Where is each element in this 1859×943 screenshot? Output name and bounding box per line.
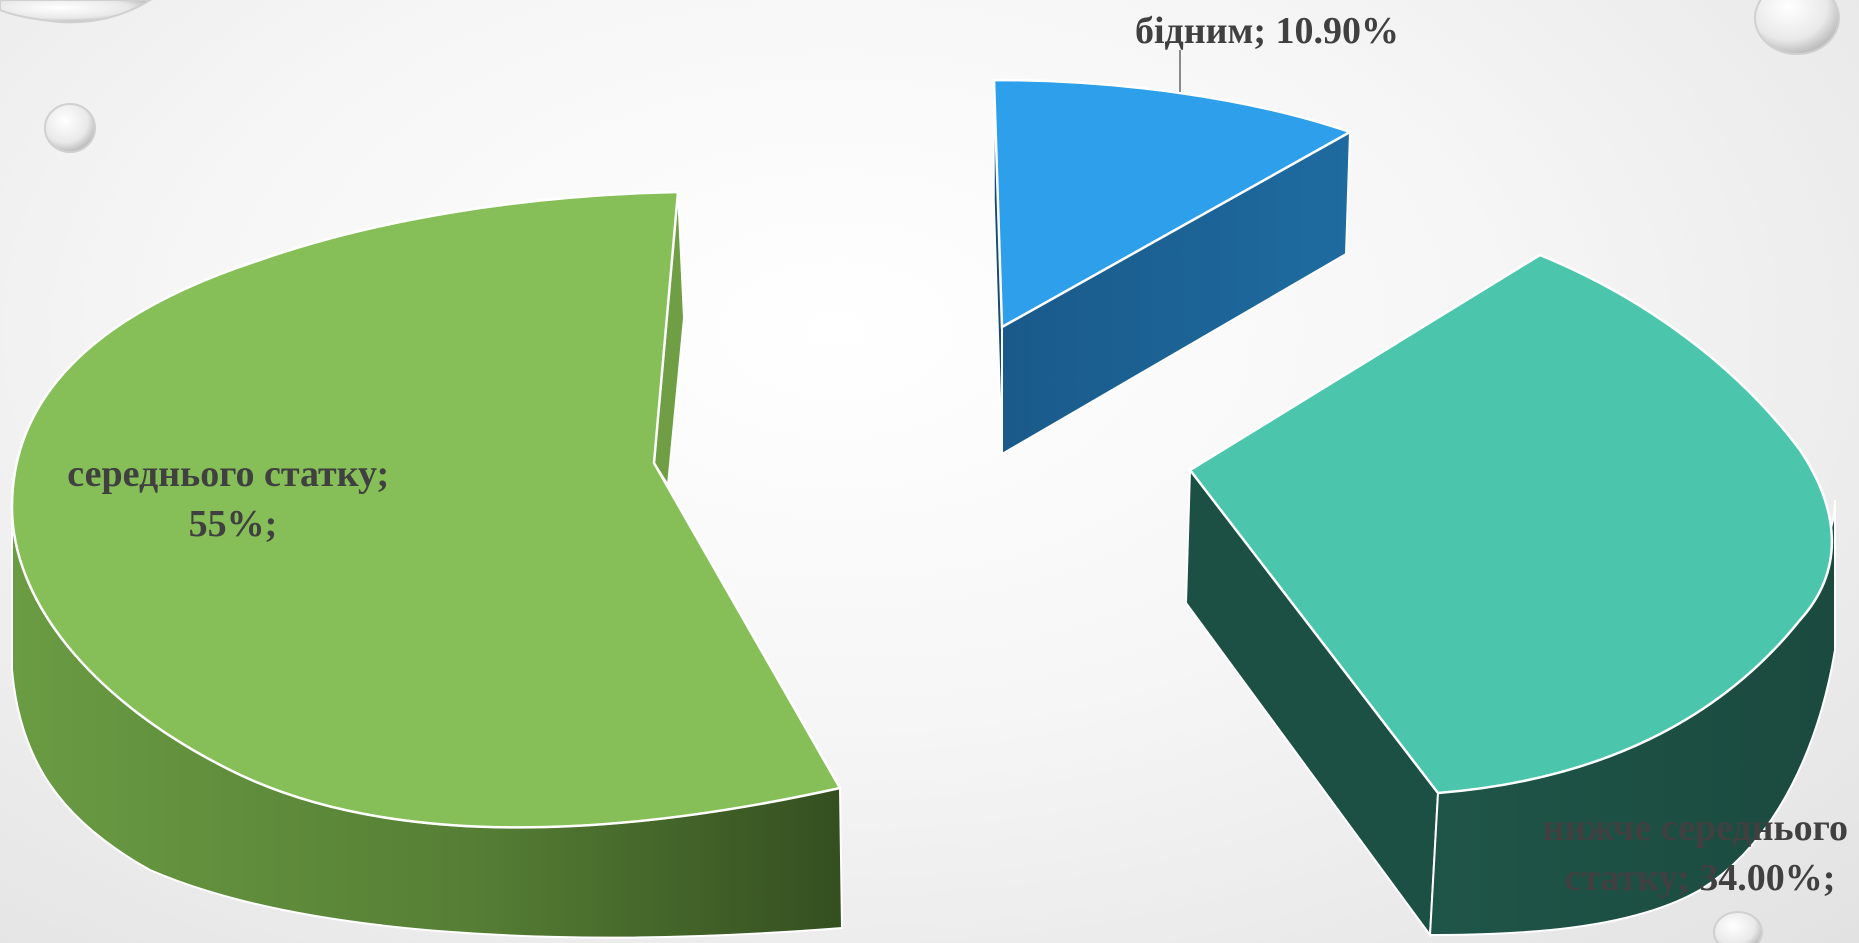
slice-1 — [992, 50, 1354, 456]
slice-1-label-line: бідним; 10.90% — [1135, 10, 1399, 52]
bubble-decoration — [0, 0, 152, 24]
slice-3-label: середнього статку; 55%; — [67, 453, 398, 545]
slice-1-label: бідним; 10.90% — [1135, 10, 1399, 52]
bubble-decoration — [44, 103, 96, 153]
slice-2-label-line: нижче середнього — [1543, 807, 1848, 849]
slice-3-top — [10, 190, 842, 829]
slice-2-label-line: статку; 34.00%; — [1565, 857, 1836, 899]
slice-1-top — [992, 78, 1354, 330]
bubble-decoration — [1713, 911, 1763, 943]
slice-3-label-line: середнього статку; — [67, 453, 389, 495]
slice-3 — [10, 190, 844, 939]
slice-2-label: нижче середнього статку; 34.00%; — [1543, 807, 1858, 899]
bubble-decoration — [1754, 0, 1840, 55]
slice-3-label-line: 55%; — [189, 503, 278, 545]
slice-2-top — [1188, 253, 1834, 795]
slice-2 — [1184, 253, 1836, 938]
